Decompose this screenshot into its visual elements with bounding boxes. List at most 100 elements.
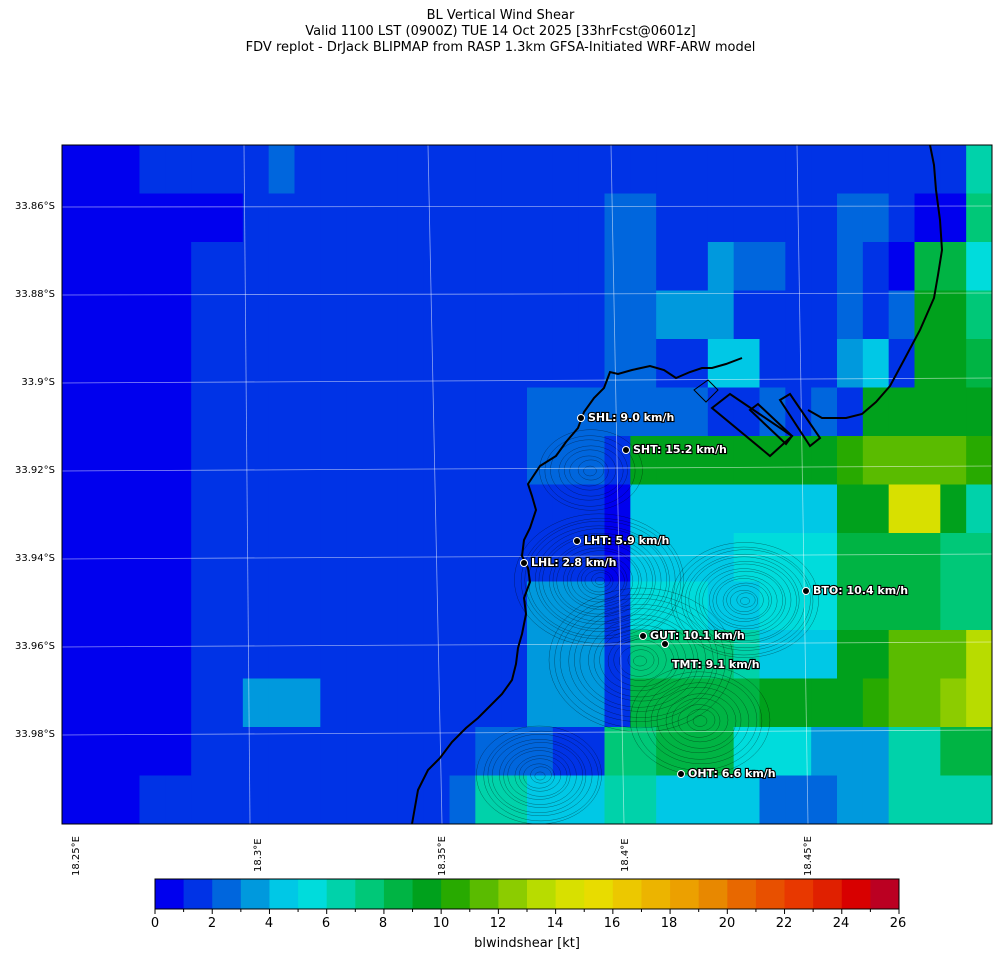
field-cell — [966, 145, 992, 195]
field-cell — [242, 242, 270, 292]
contour-line — [671, 542, 819, 658]
colorbar-swatch — [326, 879, 356, 909]
field-cell — [837, 678, 864, 728]
field-cell — [113, 581, 141, 631]
field-cell — [682, 727, 709, 777]
field-cell — [914, 436, 941, 486]
field-cell — [449, 727, 476, 777]
field-cell — [733, 775, 761, 824]
field-cell — [62, 581, 89, 631]
field-cell — [578, 484, 606, 534]
field-cell — [837, 193, 864, 243]
field-cell — [630, 290, 657, 340]
field-cell — [139, 533, 166, 583]
field-cell — [113, 533, 141, 583]
field-cell — [397, 290, 425, 340]
field-cell — [423, 339, 451, 389]
field-cell — [113, 775, 141, 824]
field-cell — [372, 145, 399, 195]
field-cell — [940, 581, 967, 631]
field-cell — [501, 678, 528, 728]
field-cell — [62, 436, 89, 486]
field-cell — [630, 727, 657, 777]
field-cell — [837, 339, 864, 389]
field-cell — [217, 339, 244, 389]
field-cell — [811, 436, 838, 486]
field-cell — [552, 436, 580, 486]
field-cell — [372, 727, 399, 777]
field-cell — [811, 678, 838, 728]
field-cell — [966, 193, 992, 243]
field-cell — [320, 242, 347, 292]
contour-line — [534, 771, 546, 781]
field-cell — [217, 678, 244, 728]
contour-line — [476, 725, 602, 824]
field-cell — [217, 387, 244, 437]
contour-line — [736, 592, 756, 608]
field-cell — [87, 533, 115, 583]
field-cell — [578, 193, 606, 243]
field-cell — [811, 630, 838, 680]
field-cell — [759, 339, 786, 389]
lon-label: 18.45°E — [803, 836, 814, 876]
field-cell — [242, 727, 270, 777]
field-cell — [785, 290, 812, 340]
contour-line — [627, 649, 655, 671]
field-cell — [191, 581, 218, 631]
contour-line — [579, 614, 699, 708]
contour-line — [552, 542, 648, 618]
field-cell — [914, 193, 941, 243]
field-cell — [811, 339, 838, 389]
field-cell — [372, 678, 399, 728]
colorbar-tick: 2 — [207, 916, 217, 931]
field-cell — [682, 193, 709, 243]
field-cell — [165, 436, 192, 486]
colorbar-swatch — [870, 879, 900, 909]
colorbar-swatch — [527, 879, 557, 909]
field-cell — [552, 727, 580, 777]
field-cell — [320, 678, 347, 728]
lat-label: 33.9°S — [21, 377, 55, 388]
station-label: LHT: 5.9 km/h — [584, 534, 669, 547]
field-cell — [888, 630, 916, 680]
field-cell — [862, 290, 890, 340]
field-cell — [527, 581, 554, 631]
field-cell — [604, 630, 631, 680]
field-cell — [862, 581, 890, 631]
field-cell — [320, 630, 347, 680]
contour-line — [633, 655, 647, 667]
field-cell — [630, 193, 657, 243]
lat-label: 33.94°S — [15, 553, 55, 564]
colorbar-swatch — [698, 879, 728, 909]
contour-line — [577, 459, 605, 481]
contour-line — [524, 520, 676, 640]
graticule — [62, 145, 992, 824]
field-cell — [501, 581, 528, 631]
field-cell — [759, 436, 786, 486]
field-cell — [785, 145, 812, 195]
field-cell — [62, 678, 89, 728]
field-cell — [397, 193, 425, 243]
field-cell — [449, 533, 476, 583]
colorbar-swatch — [641, 879, 671, 909]
field-cell — [759, 145, 786, 195]
latitude-gridline — [62, 729, 992, 736]
field-cell — [527, 630, 554, 680]
field-cell — [139, 145, 166, 195]
field-cell — [811, 242, 838, 292]
longitude-gridline — [796, 145, 809, 824]
contour-line — [708, 570, 784, 630]
field-cell — [165, 242, 192, 292]
field-cell — [733, 533, 761, 583]
field-cell — [113, 290, 141, 340]
field-cell — [320, 581, 347, 631]
station-marker — [577, 414, 585, 422]
field-cell — [604, 193, 631, 243]
field-cell — [862, 339, 890, 389]
field-cell — [217, 581, 244, 631]
colorbar-swatch — [155, 879, 185, 909]
colorbar-tick: 8 — [378, 916, 388, 931]
contour-line — [593, 624, 687, 698]
field-cell — [346, 387, 373, 437]
